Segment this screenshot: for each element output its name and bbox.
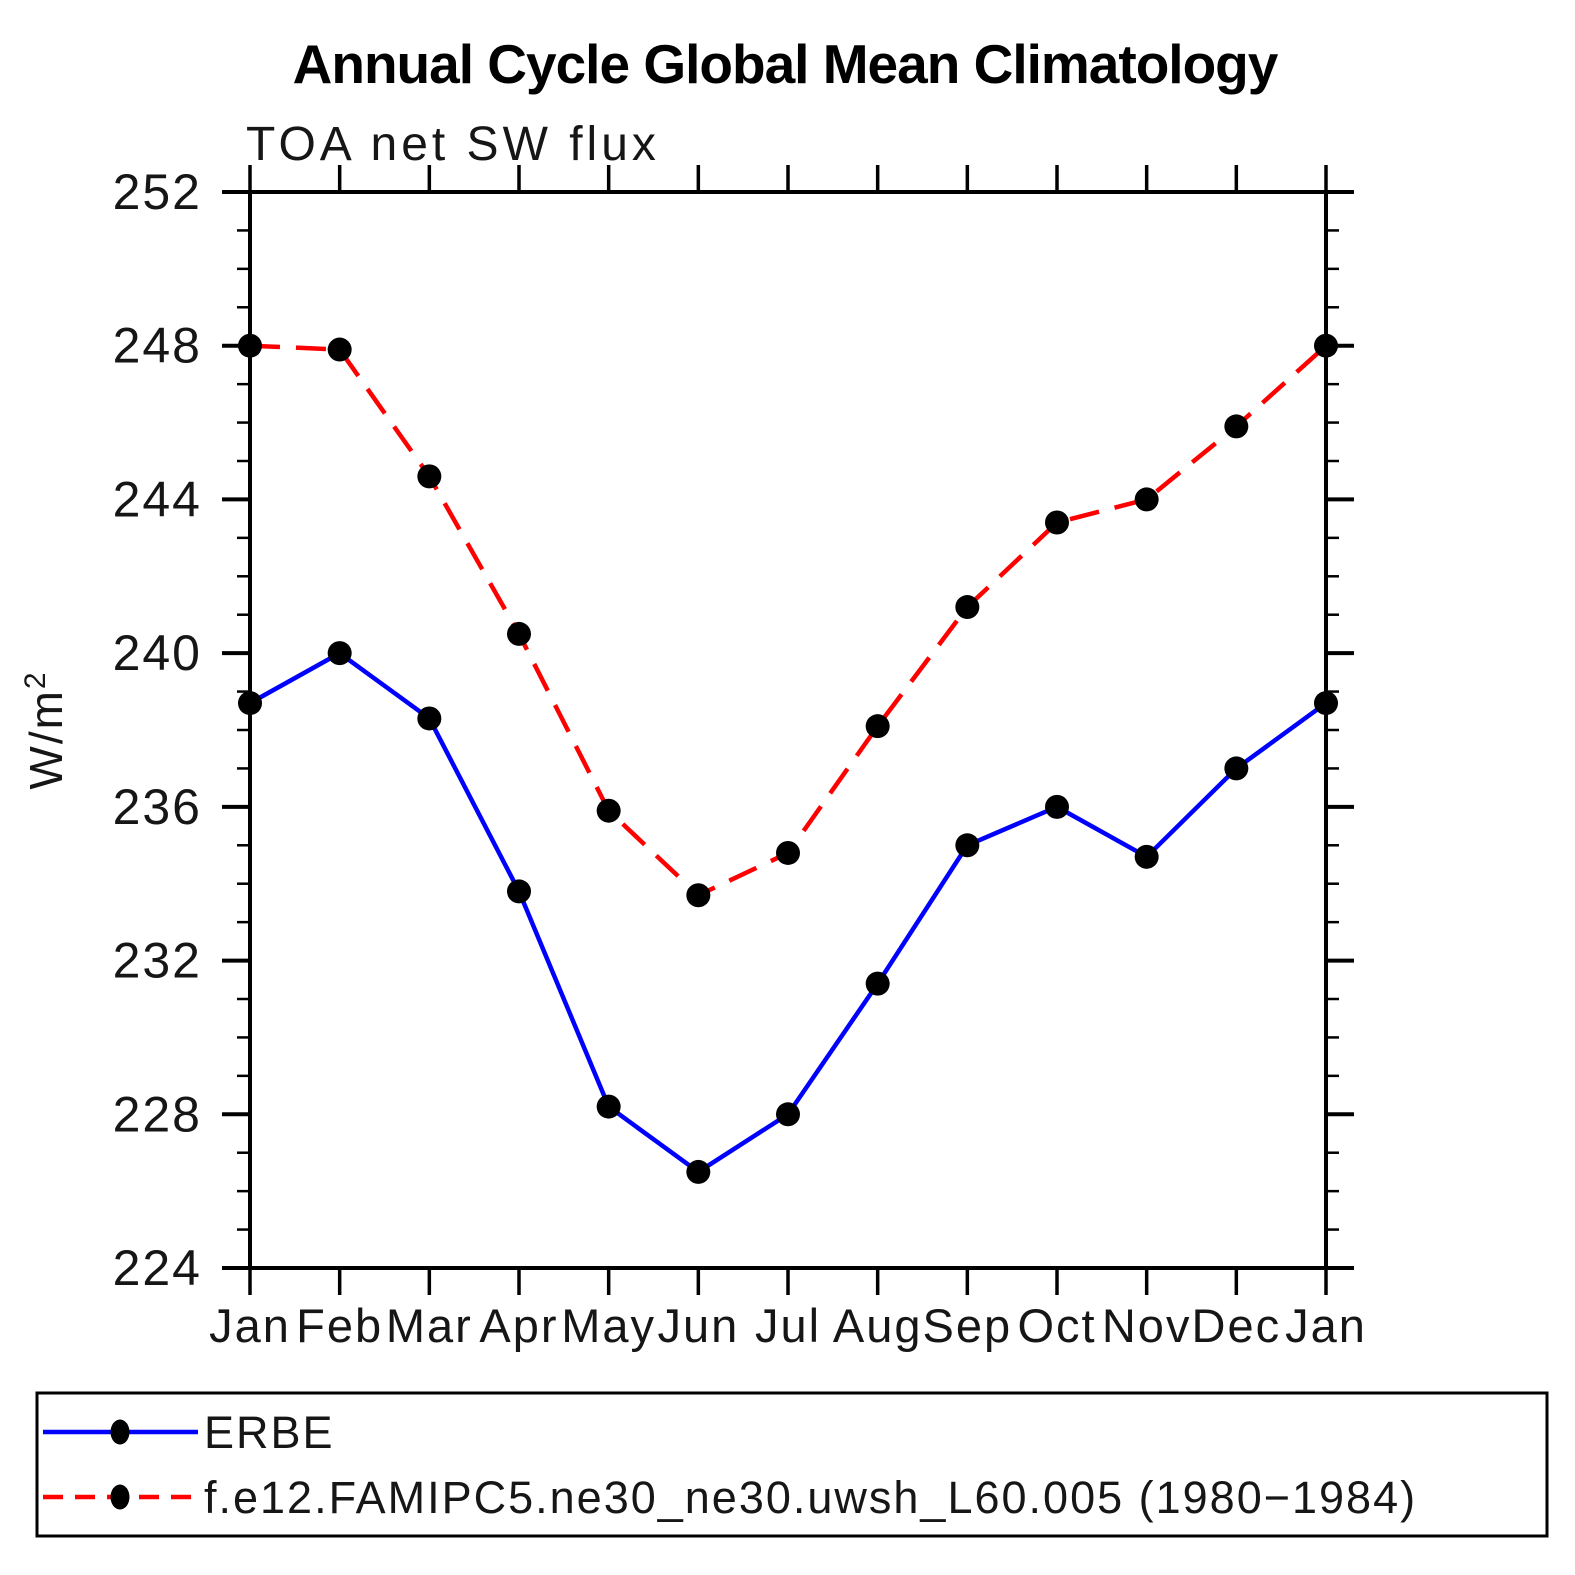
data-point-marker [776,840,800,865]
data-point-marker [865,714,890,739]
data-point-marker [417,464,442,489]
data-point-marker [327,337,352,362]
legend-marker-0 [110,1419,130,1445]
x-tick-label: Sep [923,1299,1013,1352]
data-point-marker [776,1102,800,1127]
y-tick-label: 232 [113,933,202,989]
legend: ERBE f.e12.FAMIPC5.ne30_ne30.uwsh_L60.00… [35,1391,1549,1538]
x-tick-label: Oct [1017,1299,1096,1352]
y-axis-label: W/m2 [19,670,72,789]
legend-box [35,1391,1549,1538]
y-tick-label: 224 [113,1240,202,1296]
x-tick-label: Apr [479,1299,558,1352]
y-tick-label: 248 [113,318,202,374]
data-point-marker [1045,510,1069,535]
data-point-marker [1314,691,1338,716]
y-tick-label: 252 [113,164,202,220]
x-tick-label: Dec [1192,1299,1282,1352]
data-point-marker [1134,487,1159,512]
data-point-marker [238,333,262,358]
x-tick-label: Nov [1102,1299,1192,1352]
x-tick-label: Jun [657,1299,739,1352]
data-point-marker [1224,756,1249,781]
y-axis-label-exponent: 2 [19,670,52,689]
data-point-marker [1134,844,1159,869]
data-series [238,333,1338,1184]
data-point-marker [955,595,980,620]
y-tick-label: 244 [113,471,202,527]
x-tick-label: Jul [755,1299,821,1352]
data-point-marker [238,691,262,716]
series-line-0 [248,650,1328,1175]
x-tick-label: May [561,1299,656,1352]
legend-marker-1 [110,1484,130,1510]
data-point-marker [417,706,442,731]
data-point-marker [686,883,711,908]
data-point-marker [1314,333,1338,358]
x-tick-label: Mar [386,1299,473,1352]
data-point-marker [865,971,890,996]
x-tick-label: Aug [833,1299,923,1352]
legend-samples [43,1419,198,1510]
y-tick-label: 236 [113,779,202,835]
data-point-marker [596,798,621,823]
series-line-1 [249,343,1328,898]
x-tick-label: Jan [1285,1299,1367,1352]
y-tick-label: 240 [113,625,202,681]
data-point-marker [507,621,531,646]
legend-label-model: f.e12.FAMIPC5.ne30_ne30.uwsh_L60.005 (19… [204,1472,1417,1523]
data-point-marker [955,833,980,858]
y-tick-label: 228 [113,1086,202,1142]
legend-label-erbe: ERBE [204,1407,335,1458]
data-point-marker [327,641,352,666]
chart-title: Annual Cycle Global Mean Climatology [293,33,1279,95]
chart-subtitle: TOA net SW flux [246,118,660,171]
x-tick-label: Feb [296,1299,383,1352]
x-tick-label: Jan [209,1299,291,1352]
data-point-marker [1224,414,1249,439]
y-axis-label-base: W/m [20,689,72,790]
data-point-marker [507,879,531,904]
data-point-marker [1045,794,1069,819]
data-point-marker [596,1094,621,1119]
data-point-marker [686,1159,711,1184]
